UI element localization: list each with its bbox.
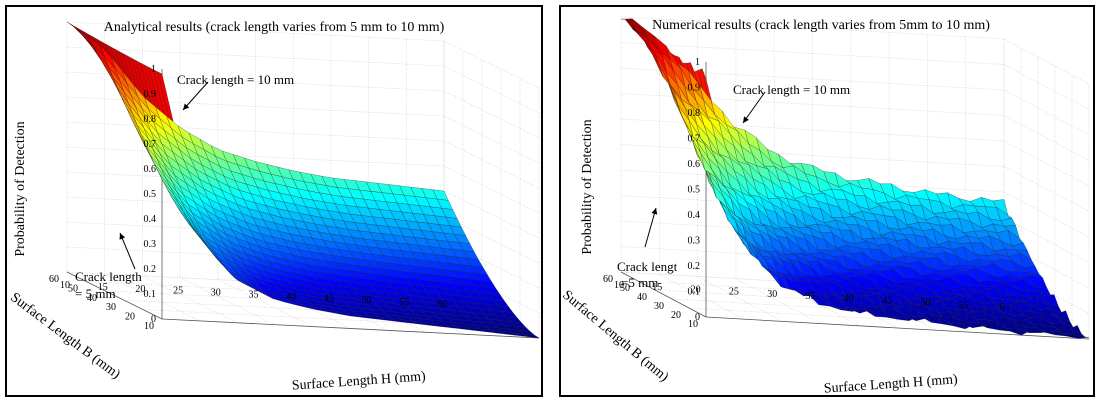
annotation-arrowhead (651, 208, 658, 215)
x-tick-label: 15 (652, 282, 662, 293)
z-tick-label: 0.8 (688, 108, 701, 119)
tick-labels: 0 0.1 0.2 0.3 0.4 0.5 0.6 0.7 0.8 0.9 1 10 15 20 25 30 3… (603, 57, 1005, 330)
surface-mesh (66, 21, 540, 339)
z-tick-label: 1 (695, 57, 700, 68)
x-axis-title: Surface Length H (mm) (823, 372, 958, 395)
y-tick-label: 10 (144, 321, 154, 332)
z-tick-label: 0 (695, 312, 700, 323)
y-tick-label: 40 (637, 292, 647, 303)
z-tick-label: 0 (151, 314, 156, 325)
surface-plot-1: 0 0.1 0.2 0.3 0.4 0.5 0.6 0.7 0.8 0.9 1 10 15 20 25 30 3… (561, 16, 1090, 395)
annotation-arrowhead (119, 233, 126, 240)
y-tick-label: 40 (87, 293, 97, 304)
z-tick-label: 0.7 (144, 139, 157, 150)
x-tick-label: 40 (844, 293, 854, 304)
z-tick-label: 0.7 (688, 134, 701, 145)
annotations: Crack length = 10 mm Crack length = 5 mm (75, 72, 294, 301)
z-tick-label: 0.5 (688, 185, 701, 196)
z-axis-title: Probability of Detection (13, 121, 28, 256)
x-tick-label: 6 (1000, 302, 1005, 313)
x-tick-label: 45 (324, 293, 334, 304)
annotation-label: = 5 mm (75, 286, 116, 301)
x-tick-label: 60 (437, 299, 447, 310)
x-tick-label: 10 (614, 280, 624, 291)
x-tick-label: 10 (60, 280, 70, 291)
annotation-arrow (644, 207, 657, 248)
x-tick-label: 25 (173, 286, 183, 297)
x-tick-label: 15 (98, 282, 108, 293)
z-tick-label: 0.8 (144, 114, 157, 125)
x-tick-label: 30 (767, 289, 777, 300)
z-tick-label: 0.9 (144, 89, 157, 100)
z-tick-label: 0.2 (688, 261, 701, 272)
y-tick-label: 10 (688, 319, 698, 330)
z-tick-label: 0.6 (688, 159, 701, 170)
annotation-label: Crack length (75, 269, 142, 284)
annotations: Crack length = 10 mm Crack lengt=5 mm (617, 82, 850, 290)
x-tick-label: 25 (729, 287, 739, 298)
y-tick-label: 50 (68, 283, 78, 294)
z-tick-label: 0.6 (144, 164, 157, 175)
z-tick-label: 0.5 (144, 189, 157, 200)
y-tick-label: 60 (49, 274, 59, 285)
annotation-arrowhead (743, 116, 749, 123)
x-axis-title: Surface Length H (mm) (291, 369, 426, 393)
chart-panel-analytical: 0 0.1 0.2 0.3 0.4 0.5 0.6 0.7 0.8 0.9 1 10 15 20 25 30 3… (5, 5, 543, 397)
x-tick-label: 50 (920, 298, 930, 309)
z-tick-label: 0.3 (144, 239, 157, 250)
x-tick-label: 55 (399, 297, 409, 308)
z-tick-label: 0.1 (688, 287, 701, 298)
x-tick-label: 45 (882, 295, 892, 306)
y-tick-label: 20 (671, 310, 681, 321)
surface-plot-0: 0 0.1 0.2 0.3 0.4 0.5 0.6 0.7 0.8 0.9 1 10 15 20 25 30 3… (7, 20, 540, 394)
x-tick-label: 30 (211, 288, 221, 299)
annotation-label: Crack length = 10 mm (177, 72, 294, 87)
z-axis-title: Probability of Detection (580, 119, 595, 254)
z-tick-label: 0.9 (688, 83, 701, 94)
chart-title: Analytical results (crack length varies … (104, 20, 445, 35)
y-tick-label: 30 (654, 301, 664, 312)
annotation-arrow (742, 91, 766, 124)
tick-labels: 0 0.1 0.2 0.3 0.4 0.5 0.6 0.7 0.8 0.9 1 10 15 20 25 30 3… (49, 64, 447, 332)
y-tick-label: 20 (125, 312, 135, 323)
z-tick-label: 1 (151, 64, 156, 75)
x-tick-label: 35 (806, 291, 816, 302)
chart-panel-numerical: 0 0.1 0.2 0.3 0.4 0.5 0.6 0.7 0.8 0.9 1 10 15 20 25 30 3… (559, 5, 1095, 397)
z-tick-label: 0.4 (688, 210, 701, 221)
x-tick-label: 35 (249, 290, 259, 301)
z-tick-label: 0.2 (144, 264, 157, 275)
annotation-arrow (182, 81, 209, 111)
annotation-label: Crack lengt (617, 259, 678, 274)
y-tick-label: 30 (106, 302, 116, 313)
x-tick-label: 40 (286, 291, 296, 302)
y-tick-label: 50 (620, 283, 630, 294)
x-tick-label: 20 (691, 284, 701, 295)
annotation-arrowhead (183, 103, 190, 110)
z-tick-label: 0.1 (144, 289, 157, 300)
chart-title: Numerical results (crack length varies f… (652, 18, 990, 33)
annotation-arrow (119, 232, 136, 270)
z-tick-label: 0.3 (688, 236, 701, 247)
x-tick-label: 20 (135, 284, 145, 295)
annotation-label: =5 mm (621, 275, 658, 290)
y-tick-label: 60 (603, 274, 613, 285)
surface-mesh (620, 18, 1090, 339)
x-tick-label: 50 (362, 295, 372, 306)
z-tick-label: 0.4 (144, 214, 157, 225)
annotation-label: Crack length = 10 mm (733, 82, 850, 97)
x-tick-label: 55 (959, 300, 969, 311)
